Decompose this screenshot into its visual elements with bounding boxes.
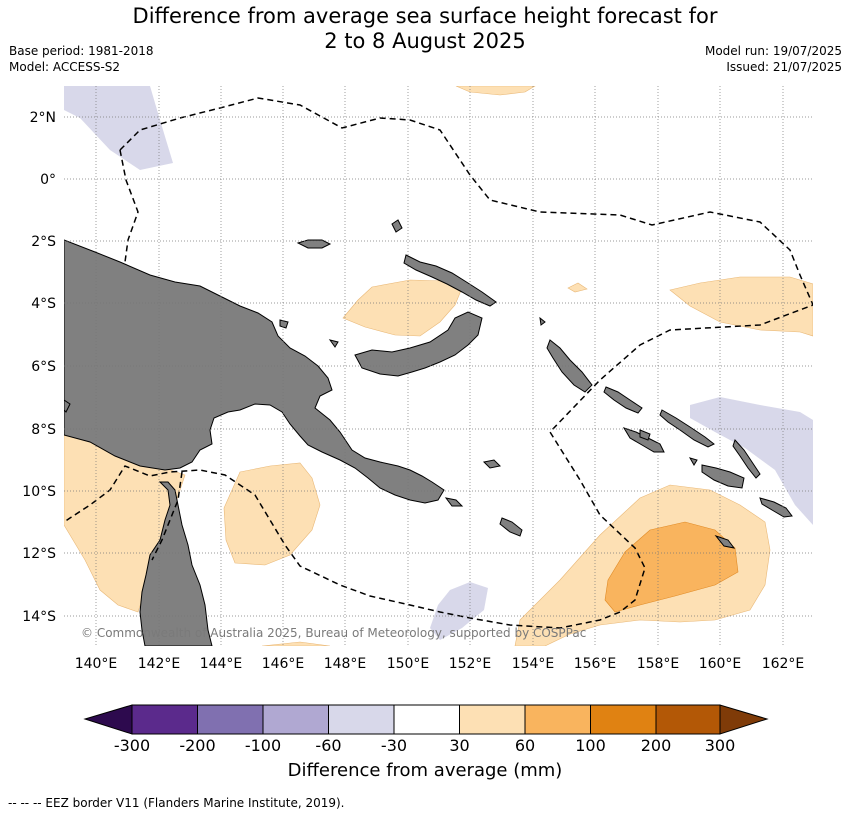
eez-legend-note: -- -- -- EEZ border V11 (Flanders Marine… <box>8 796 345 810</box>
land-new-britain <box>354 311 483 377</box>
base-period: Base period: 1981-2018 <box>9 44 154 58</box>
land-malaita <box>732 439 761 479</box>
colorbar-tick-label: -300 <box>113 736 151 755</box>
anomaly-negative-region <box>690 397 813 525</box>
lat-label: 14°S <box>22 609 56 625</box>
lon-label: 144°E <box>200 656 243 672</box>
colorbar-tick-label: -60 <box>315 736 342 755</box>
colorbar-swatch <box>656 705 720 734</box>
land-small-island <box>714 534 736 549</box>
chart-title: Difference from average sea surface heig… <box>0 4 850 54</box>
title-line-2: 2 to 8 August 2025 <box>324 29 526 53</box>
anomaly-negative-region <box>64 86 173 170</box>
lat-label: 6°S <box>31 359 56 375</box>
land-guadalcanal <box>701 464 745 489</box>
colorbar-swatch <box>328 705 394 734</box>
colorbar-tick-label: 200 <box>640 736 672 755</box>
land-small-island <box>482 459 502 469</box>
anomaly-positive-region <box>223 462 321 566</box>
lon-label: 142°E <box>138 656 181 672</box>
land-cape-york <box>139 481 213 646</box>
lat-label: 2°N <box>30 110 56 126</box>
gridlines <box>64 86 813 646</box>
land-bougainville <box>546 339 593 393</box>
eez-border <box>119 149 139 263</box>
land-manus <box>296 239 332 249</box>
lon-label: 156°E <box>574 656 617 672</box>
lat-label: 8°S <box>31 422 56 438</box>
colorbar-title: Difference from average (mm) <box>287 760 563 781</box>
lat-label: 2°S <box>31 234 56 250</box>
land-small-island <box>279 319 289 329</box>
colorbar-swatch <box>394 705 460 734</box>
lon-label: 150°E <box>387 656 430 672</box>
meta-left: Base period: 1981-2018 Model: ACCESS-S2 <box>9 43 154 75</box>
lat-label: 12°S <box>22 546 56 562</box>
colorbar-tick-label: -30 <box>380 736 408 755</box>
meta-right: Model run: 19/07/2025 Issued: 21/07/2025 <box>705 43 842 75</box>
land-makira <box>759 497 793 518</box>
land-small-island <box>444 497 464 507</box>
anomaly-positive-region <box>261 641 331 646</box>
colorbar-tick-label: 300 <box>704 736 736 755</box>
land-small-island <box>391 219 403 233</box>
colorbar-swatch <box>525 705 591 734</box>
lon-label: 160°E <box>699 656 742 672</box>
land-small-island <box>639 429 651 441</box>
colorbar-min-extension <box>83 704 133 735</box>
lon-label: 152°E <box>449 656 492 672</box>
colorbar-tick-label: 60 <box>514 736 536 755</box>
lat-label: 0° <box>40 172 56 188</box>
colorbar-tick-label: 30 <box>449 736 470 755</box>
anomaly-positive-region <box>455 86 536 96</box>
colorbar-max-extension <box>719 704 769 735</box>
lon-label: 158°E <box>637 656 680 672</box>
lon-label: 146°E <box>262 656 305 672</box>
land-new-ireland <box>403 254 497 307</box>
land-small-island <box>328 339 339 348</box>
anomaly-positive-strong-region <box>604 521 739 613</box>
anomaly-positive-region <box>567 282 588 293</box>
model-run: Model run: 19/07/2025 <box>704 44 842 58</box>
anomaly-positive-region <box>669 276 813 337</box>
lon-label: 140°E <box>75 656 118 672</box>
eez-border <box>64 97 813 629</box>
colorbar-swatch <box>197 705 263 734</box>
colorbar-swatch <box>590 705 656 734</box>
lon-label: 154°E <box>512 656 555 672</box>
lon-label: 148°E <box>324 656 367 672</box>
latitude-labels: 2°N 0° 2°S 4°S 6°S 8°S 10°S 12°S 14°S <box>22 110 56 625</box>
issued-date: Issued: 21/07/2025 <box>726 60 842 74</box>
land-small-island <box>539 316 546 326</box>
lat-label: 4°S <box>31 296 56 312</box>
land-choiseul <box>603 386 643 414</box>
land-santa-isabel <box>659 409 715 448</box>
colorbar-tick-label: 100 <box>575 736 606 755</box>
colorbar-tick-label: -100 <box>244 736 282 755</box>
colorbar-swatch <box>263 705 329 734</box>
colorbar-swatch <box>132 705 198 734</box>
longitude-labels: 140°E 142°E 144°E 146°E 148°E 150°E 152°… <box>75 656 805 672</box>
land-small-island <box>688 457 698 466</box>
model-name: Model: ACCESS-S2 <box>9 60 121 74</box>
lat-label: 10°S <box>22 484 56 500</box>
colorbar <box>83 704 769 735</box>
colorbar-tick-label: -200 <box>179 736 216 755</box>
anomaly-negative-region <box>430 582 488 640</box>
land-small-island <box>64 399 71 413</box>
copyright-notice: © Commonwealth of Australia 2025, Bureau… <box>81 626 586 640</box>
lon-label: 162°E <box>762 656 805 672</box>
title-line-1: Difference from average sea surface heig… <box>132 4 718 28</box>
colorbar-swatch <box>459 705 525 734</box>
land-small-island <box>499 517 523 537</box>
